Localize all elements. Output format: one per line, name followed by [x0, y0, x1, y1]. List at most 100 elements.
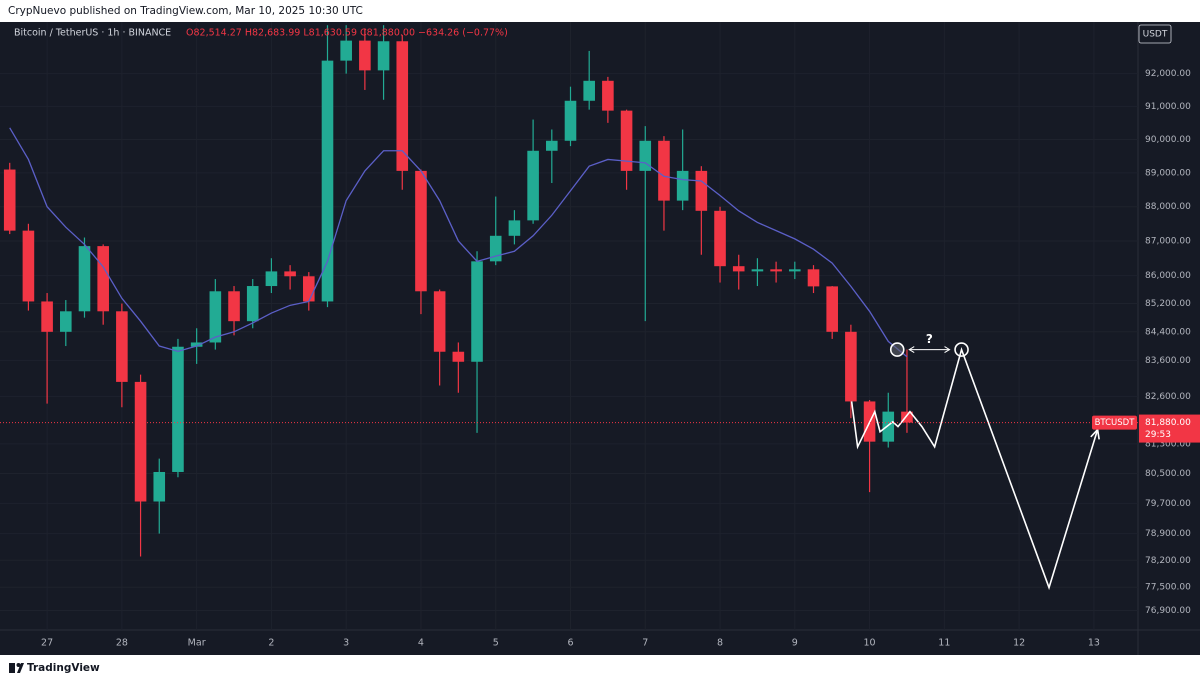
x-tick-label: 10 [864, 638, 876, 649]
candle-body [639, 140, 652, 171]
candle-body [751, 269, 764, 272]
candle-body [246, 286, 259, 322]
candle-body [396, 41, 409, 171]
x-tick-label: 12 [1013, 638, 1025, 649]
y-tick-label: 89,000.00 [1145, 168, 1191, 178]
candle-body [845, 331, 857, 402]
ohlc-legend: O82,514.27 H82,683.99 L81,630.59 C81,880… [186, 28, 508, 39]
candle-body [153, 471, 166, 502]
x-tick-label: 9 [792, 638, 798, 649]
y-tick-label: 90,000.00 [1145, 135, 1191, 145]
question-arrowhead [944, 346, 951, 354]
y-tick-label: 82,600.00 [1145, 392, 1191, 402]
x-tick-label: 28 [116, 638, 128, 649]
y-tick-label: 92,000.00 [1145, 69, 1191, 79]
y-tick-label: 81,300.00 [1145, 439, 1191, 449]
candle-body [826, 286, 838, 332]
x-tick-label: 4 [418, 638, 424, 649]
x-tick-label: 5 [493, 638, 499, 649]
currency-box [1138, 24, 1172, 44]
candle-body [415, 170, 427, 292]
x-tick-label: 6 [567, 638, 573, 649]
candle-body [359, 40, 371, 71]
y-tick-label: 85,200.00 [1145, 299, 1191, 309]
candle-body [564, 100, 577, 141]
y-tick-label: 84,400.00 [1145, 327, 1191, 337]
candle-body [732, 266, 745, 272]
y-tick-label: 87,000.00 [1145, 236, 1191, 246]
candle-body [770, 269, 782, 272]
chart-background [0, 22, 1200, 655]
x-tick-label: 13 [1088, 638, 1100, 649]
x-tick-label: 11 [938, 638, 950, 649]
y-tick-label: 76,900.00 [1145, 606, 1191, 616]
y-tick-label: 80,500.00 [1145, 469, 1191, 479]
x-tick-label: 7 [642, 638, 648, 649]
currency: USDT [1143, 30, 1168, 40]
candle-body [583, 80, 595, 101]
candle-body [78, 246, 91, 312]
x-tick-label: 3 [343, 638, 349, 649]
y-tick-label: 78,900.00 [1145, 529, 1191, 539]
header-bar [0, 0, 1200, 22]
candle-body [3, 169, 16, 231]
candle-body [209, 291, 222, 343]
y-tick-label: 88,000.00 [1145, 202, 1191, 212]
y-tick-label: 79,700.00 [1145, 499, 1191, 509]
footer-bar [0, 655, 1200, 681]
marker-circle [954, 342, 969, 357]
candle-body [60, 311, 72, 332]
candle-body [452, 351, 465, 362]
candle-body [695, 170, 708, 211]
y-tick-label: 77,500.00 [1145, 583, 1191, 593]
y-tick-label: 86,000.00 [1145, 271, 1191, 281]
candle-body [303, 276, 315, 302]
candle-body [116, 311, 128, 382]
x-tick-label: 2 [268, 638, 274, 649]
candle-body [22, 230, 35, 302]
symbol-label: BTCUSDT [1095, 418, 1136, 428]
candle-body [433, 291, 446, 352]
candle-body [489, 235, 502, 262]
candle-body [789, 269, 801, 272]
candle-body [340, 40, 352, 61]
x-tick-label: 8 [717, 638, 723, 649]
footer-brand: TradingView [27, 662, 100, 674]
plot-area [0, 22, 1138, 630]
candle-body [265, 271, 278, 287]
projection-path [850, 346, 1099, 591]
question-arrowhead [908, 346, 915, 354]
candle-body [172, 346, 184, 472]
moving-average [9, 127, 908, 358]
candle-body [882, 411, 895, 442]
y-tick-label: 83,600.00 [1145, 356, 1191, 366]
price-label-box [1139, 414, 1200, 443]
price-label: 81,880.00 [1145, 418, 1191, 428]
x-tick-label: Mar [188, 638, 206, 649]
candle-body [602, 80, 614, 111]
candle-body [284, 271, 296, 277]
candle-body [190, 342, 203, 347]
candle-body [527, 150, 539, 221]
symbol-label-box [1092, 415, 1137, 430]
candle-body [377, 41, 390, 71]
candle-body [901, 411, 913, 423]
candle-body [508, 220, 521, 236]
y-tick-label: 78,200.00 [1145, 556, 1191, 566]
candle-body [321, 60, 334, 302]
candle-body [546, 140, 558, 151]
candle-body [658, 140, 670, 201]
x-tick-label: 27 [41, 638, 53, 649]
candle-body [41, 301, 53, 332]
candle-body [676, 170, 689, 201]
candle-body [97, 246, 109, 312]
symbol-info: Bitcoin / TetherUS · 1h · BINANCE [14, 28, 171, 39]
candle-body [134, 381, 147, 502]
y-tick-label: 91,000.00 [1145, 102, 1191, 112]
footer-logo [9, 663, 24, 673]
candle-body [228, 291, 240, 322]
question-mark: ? [926, 332, 933, 346]
candle-body [620, 110, 633, 171]
